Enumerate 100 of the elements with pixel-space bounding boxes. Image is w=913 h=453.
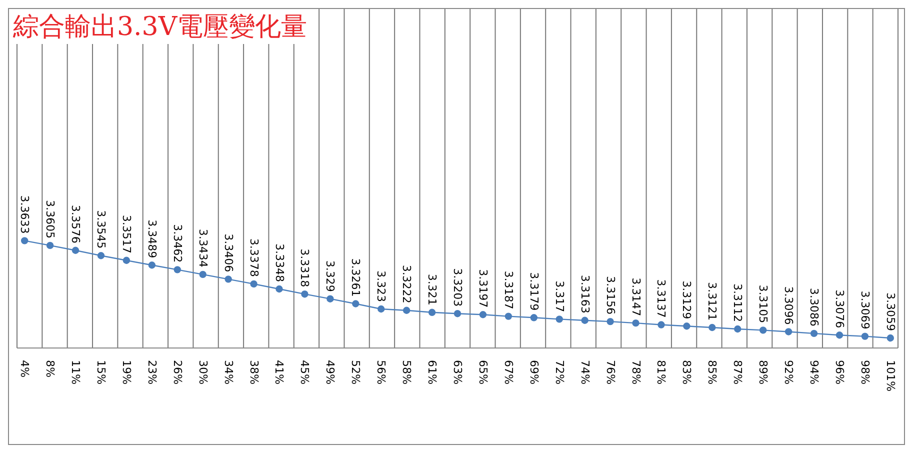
- data-label: 3.3434: [196, 228, 210, 268]
- x-tick-label: 19%: [120, 360, 133, 384]
- point: [581, 316, 588, 324]
- point: [122, 256, 130, 264]
- data-label: 3.3187: [502, 270, 515, 310]
- x-tick-label: 8%: [44, 360, 57, 378]
- x-tick-label: 69%: [527, 360, 540, 384]
- x-tick-label: 65%: [476, 360, 490, 384]
- point: [784, 328, 792, 336]
- x-tick-label: 72%: [552, 360, 566, 384]
- data-label: 3.3096: [782, 286, 796, 325]
- point: [428, 308, 436, 316]
- data-label: 3.3156: [604, 276, 617, 315]
- point: [148, 262, 156, 269]
- point: [479, 311, 487, 318]
- point: [504, 312, 512, 320]
- point: [836, 332, 844, 339]
- data-label: 3.3197: [476, 269, 490, 308]
- x-tick-label: 76%: [604, 360, 617, 384]
- data-label: 3.3545: [94, 210, 108, 249]
- data-label: 3.3406: [222, 234, 235, 272]
- x-tick-label: 89%: [756, 360, 770, 384]
- point: [224, 276, 232, 283]
- x-tick-label: 11%: [69, 360, 82, 384]
- x-tick-label: 96%: [832, 360, 846, 384]
- x-tick-label: 26%: [170, 360, 184, 384]
- data-label: 3.3605: [44, 200, 57, 238]
- point: [46, 242, 54, 250]
- point: [886, 334, 894, 342]
- data-label: 3.3147: [629, 278, 642, 316]
- point: [199, 270, 206, 278]
- data-label: 3.329: [324, 260, 337, 292]
- data-label: 3.3203: [451, 268, 464, 307]
- point: [530, 314, 538, 322]
- x-tick-label: 63%: [451, 360, 464, 384]
- x-tick-label: 78%: [629, 360, 642, 384]
- x-tick-label: 98%: [858, 360, 872, 384]
- point: [556, 316, 563, 323]
- data-label: 3.3378: [247, 238, 260, 277]
- point: [810, 330, 818, 338]
- point: [632, 319, 640, 327]
- x-tick-label: 67%: [502, 360, 515, 384]
- point: [861, 332, 869, 340]
- x-tick-label: 52%: [349, 360, 362, 384]
- x-tick-label: 87%: [731, 360, 744, 384]
- x-tick-label: 41%: [272, 360, 286, 384]
- point: [606, 318, 614, 326]
- data-label: 3.3489: [145, 220, 158, 258]
- data-label: 3.3105: [756, 284, 770, 324]
- x-tick-label: 101%: [884, 360, 897, 392]
- data-label: 3.3163: [578, 274, 592, 314]
- point: [734, 325, 742, 333]
- data-label: 3.3112: [731, 284, 744, 322]
- data-label: 3.3069: [858, 290, 872, 330]
- x-tick-label: 56%: [374, 360, 388, 384]
- point: [72, 246, 80, 254]
- data-label: 3.3517: [120, 214, 133, 254]
- point: [250, 280, 258, 288]
- point: [326, 295, 334, 302]
- data-label: 3.321: [426, 274, 439, 306]
- point: [759, 326, 767, 334]
- x-tick-label: 85%: [706, 360, 719, 384]
- data-label: 3.3121: [706, 282, 719, 320]
- data-label: 3.3348: [272, 244, 286, 282]
- data-label: 3.3633: [18, 195, 32, 234]
- point: [20, 237, 28, 244]
- x-tick-label: 49%: [324, 360, 337, 384]
- data-label: 3.3222: [400, 264, 414, 304]
- data-label: 3.3318: [298, 248, 312, 288]
- data-label: 3.3059: [884, 292, 897, 331]
- point: [276, 285, 283, 293]
- data-label: 3.3076: [832, 290, 846, 328]
- x-tick-label: 23%: [145, 360, 158, 384]
- data-label: 3.3086: [808, 288, 821, 326]
- x-tick-label: 92%: [782, 360, 796, 384]
- data-label: 3.3129: [680, 280, 694, 320]
- x-tick-label: 45%: [298, 360, 312, 384]
- point: [301, 290, 308, 298]
- x-tick-label: 74%: [578, 360, 592, 384]
- data-label: 3.3179: [527, 272, 540, 311]
- point: [378, 305, 385, 313]
- x-tick-label: 61%: [426, 360, 439, 384]
- x-tick-label: 94%: [808, 360, 821, 384]
- point: [708, 324, 716, 332]
- point: [402, 306, 410, 314]
- point: [352, 300, 360, 308]
- x-tick-label: 38%: [247, 360, 260, 384]
- x-tick-label: 34%: [222, 360, 235, 384]
- data-label: 3.3137: [654, 279, 668, 318]
- data-label: 3.317: [552, 280, 566, 312]
- data-label: 3.3261: [349, 258, 362, 297]
- chart-title: 綜合輸出3.3V電壓變化量: [13, 9, 308, 44]
- point: [683, 322, 690, 330]
- data-label: 3.3576: [69, 204, 82, 244]
- point: [454, 310, 462, 318]
- x-tick-label: 15%: [94, 360, 108, 384]
- point: [97, 252, 105, 260]
- point: [658, 321, 665, 328]
- x-tick-label: 4%: [18, 360, 32, 378]
- x-tick-label: 83%: [680, 360, 694, 384]
